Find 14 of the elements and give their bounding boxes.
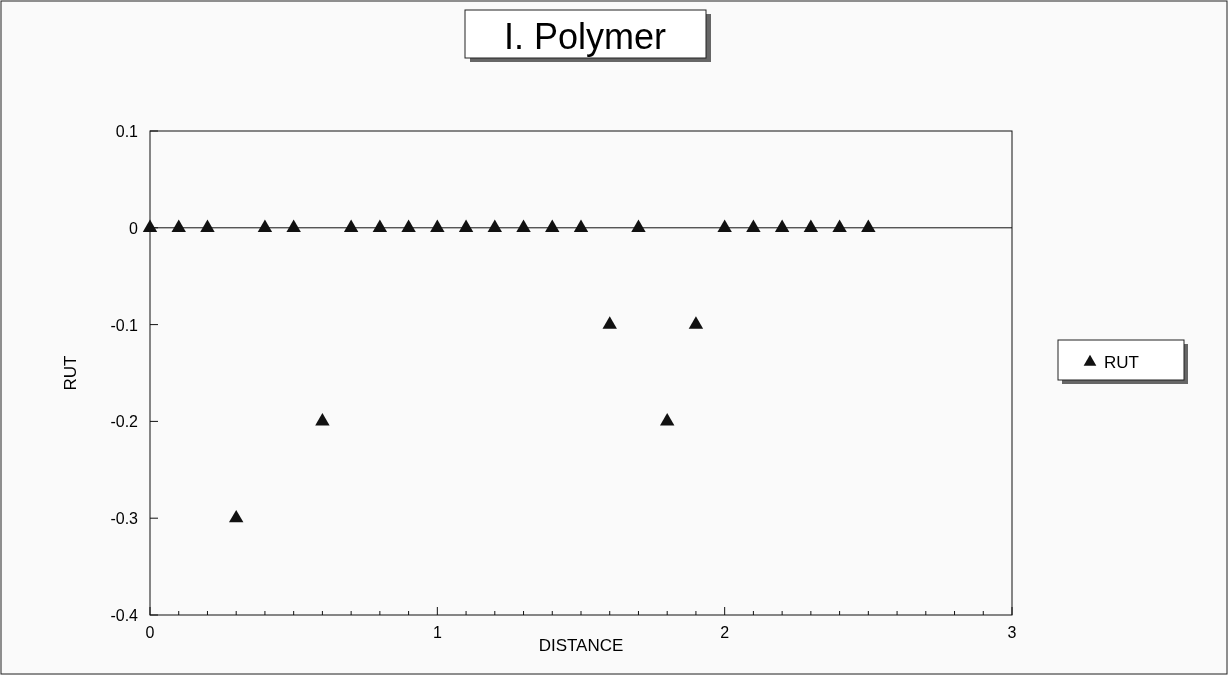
x-tick-label: 0 (145, 624, 155, 641)
y-tick-label: 0.1 (115, 123, 139, 140)
x-tick-label: 2 (720, 624, 730, 641)
y-tick-label: -0.1 (110, 316, 139, 334)
y-axis-title: RUT (61, 355, 80, 391)
y-tick-label: -0.4 (110, 607, 139, 624)
x-tick-label: 3 (1007, 624, 1017, 641)
legend-label: RUT (1104, 353, 1139, 372)
y-tick-label: -0.3 (110, 510, 139, 528)
x-axis-title: DISTANCE (538, 636, 624, 655)
y-tick-label: -0.2 (110, 413, 139, 431)
chart-title: I. Polymer (503, 16, 667, 57)
y-tick-label: 0 (129, 219, 139, 237)
x-tick-label: 1 (432, 624, 442, 641)
